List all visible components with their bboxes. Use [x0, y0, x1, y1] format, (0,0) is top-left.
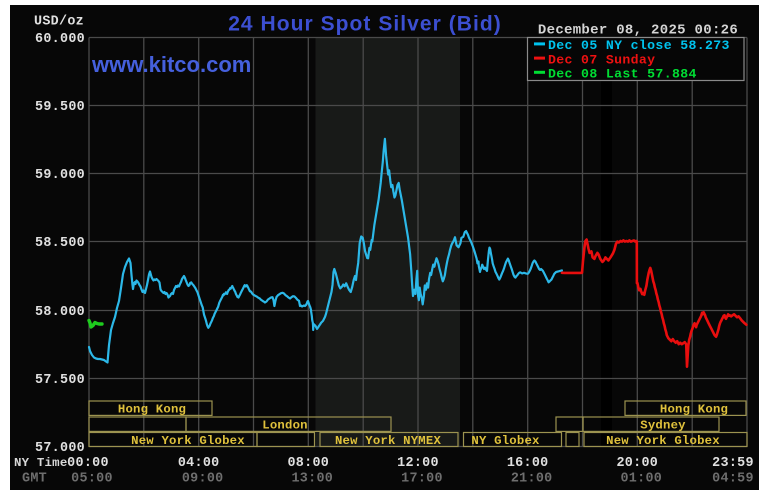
svg-text:04:59: 04:59	[712, 472, 754, 487]
svg-text:Sydney: Sydney	[640, 419, 686, 433]
svg-text:20:00: 20:00	[616, 456, 658, 471]
svg-text:57.500: 57.500	[35, 373, 85, 388]
svg-text:58.000: 58.000	[35, 305, 85, 320]
svg-text:59.000: 59.000	[35, 168, 85, 183]
svg-text:05:00: 05:00	[71, 472, 113, 487]
svg-text:00:00: 00:00	[67, 456, 109, 471]
svg-text:12:00: 12:00	[397, 456, 439, 471]
svg-text:13:00: 13:00	[291, 472, 333, 487]
svg-text:24 Hour Spot Silver (Bid): 24 Hour Spot Silver (Bid)	[228, 13, 502, 36]
svg-text:60.000: 60.000	[35, 32, 85, 47]
svg-text:USD/oz: USD/oz	[34, 15, 84, 30]
svg-text:58.500: 58.500	[35, 236, 85, 251]
svg-text:London: London	[262, 419, 307, 433]
svg-text:08:00: 08:00	[287, 456, 329, 471]
svg-text:NY Globex: NY Globex	[471, 434, 540, 448]
svg-text:New York NYMEX: New York NYMEX	[335, 434, 442, 448]
svg-text:16:00: 16:00	[507, 456, 549, 471]
svg-text:New York Globex: New York Globex	[131, 434, 245, 448]
svg-text:17:00: 17:00	[401, 472, 443, 487]
svg-text:Dec 08 Last 57.884: Dec 08 Last 57.884	[548, 67, 697, 82]
svg-text:GMT: GMT	[22, 472, 47, 487]
svg-text:December 08, 2025 00:26: December 08, 2025 00:26	[538, 23, 738, 39]
svg-text:23:59: 23:59	[712, 456, 754, 471]
svg-text:Hong Kong: Hong Kong	[118, 403, 186, 417]
svg-text:57.000: 57.000	[35, 441, 85, 456]
svg-text:04:00: 04:00	[178, 456, 220, 471]
svg-text:Dec 07 Sunday: Dec 07 Sunday	[548, 52, 655, 67]
svg-text:09:00: 09:00	[182, 472, 224, 487]
svg-text:NY Time: NY Time	[14, 456, 67, 470]
svg-text:Dec 05 NY close 58.273: Dec 05 NY close 58.273	[548, 38, 730, 53]
svg-text:59.500: 59.500	[35, 100, 85, 115]
svg-text:www.kitco.com: www.kitco.com	[91, 52, 251, 77]
svg-text:01:00: 01:00	[620, 472, 662, 487]
svg-text:21:00: 21:00	[511, 472, 553, 487]
svg-text:New York Globex: New York Globex	[606, 434, 720, 448]
svg-text:Hong Kong: Hong Kong	[660, 403, 728, 417]
